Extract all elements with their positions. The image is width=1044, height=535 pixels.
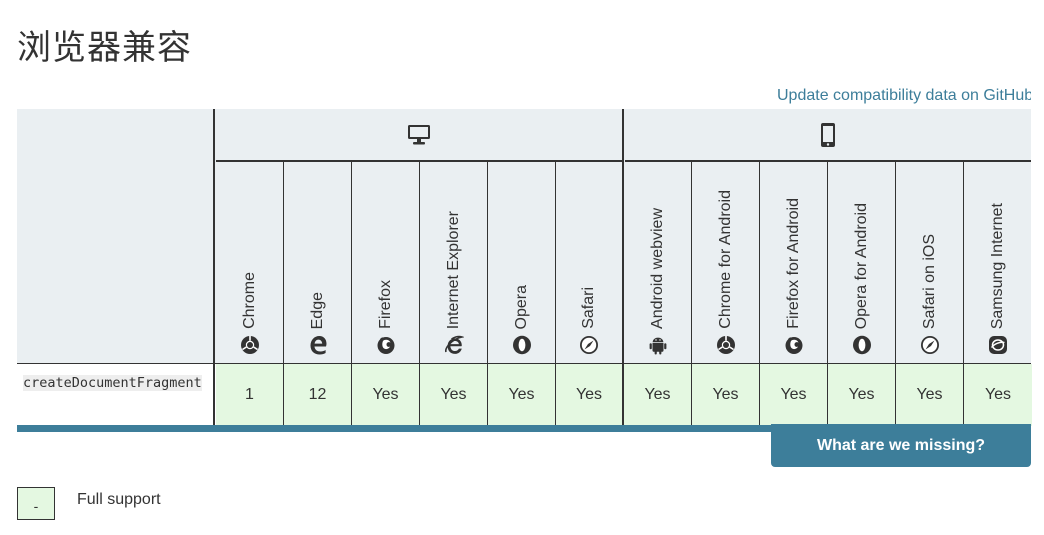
- browser-header-opera: Opera: [488, 162, 556, 363]
- browser-header-samsung-internet: Samsung Internet: [964, 162, 1032, 363]
- firefox-icon: [785, 337, 802, 354]
- browser-name: Opera for Android: [852, 202, 870, 329]
- browser-header-opera-for-android: Opera for Android: [828, 162, 896, 363]
- browser-header-android-webview: Android webview: [624, 162, 692, 363]
- browser-name-wrap: Firefox for Android: [760, 198, 827, 329]
- browser-header-safari: Safari: [556, 162, 624, 363]
- browser-name: Safari: [580, 287, 597, 329]
- table-header: [17, 109, 1031, 363]
- page-title: 浏览器兼容: [17, 28, 192, 68]
- browser-name: Samsung Internet: [989, 202, 1006, 329]
- browser-name: Safari on iOS: [920, 233, 938, 329]
- ie-icon: [444, 335, 464, 354]
- browser-name-wrap: Chrome for Android: [692, 190, 759, 329]
- browser-header-safari-on-ios: Safari on iOS: [896, 162, 964, 363]
- legend-symbol: -: [33, 498, 39, 514]
- opera-icon: [852, 335, 871, 355]
- legend-full-support-label: Full support: [77, 491, 161, 508]
- browser-name-wrap: Android webview: [624, 208, 691, 329]
- browser-name-wrap: Safari on iOS: [896, 234, 963, 329]
- opera-icon: [512, 335, 531, 355]
- browser-header-chrome-for-android: Chrome for Android: [692, 162, 760, 363]
- support-cell-chrome-for-android[interactable]: Yes: [692, 364, 760, 426]
- support-cell-android-webview[interactable]: Yes: [624, 364, 692, 426]
- support-cell-samsung-internet[interactable]: Yes: [964, 364, 1032, 426]
- browser-name-wrap: Internet Explorer: [420, 211, 487, 329]
- update-compat-link[interactable]: Update compatibility data on GitHub: [777, 87, 1031, 104]
- desktop-icon: [408, 124, 430, 144]
- browser-name-wrap: Edge: [284, 292, 351, 329]
- browser-header-firefox: Firefox: [352, 162, 420, 363]
- mobile-icon: [821, 122, 835, 147]
- support-cell-opera-for-android[interactable]: Yes: [828, 364, 896, 426]
- samsung-icon: [989, 336, 1007, 354]
- browser-name: Chrome for Android: [716, 190, 734, 329]
- feature-name: createDocumentFragment: [23, 375, 202, 391]
- support-cell-edge[interactable]: 12: [284, 364, 352, 426]
- browser-name-wrap: Opera: [488, 285, 555, 329]
- browser-name: Edge: [308, 291, 326, 329]
- support-cell-firefox-for-android[interactable]: Yes: [760, 364, 828, 426]
- browser-name-wrap: Firefox: [352, 280, 419, 329]
- compat-table: Chrome Edge Firefox Internet Explorer Opera S…: [17, 109, 1032, 432]
- browser-name-wrap: Safari: [556, 287, 622, 329]
- platform-desktop: [216, 109, 624, 162]
- browser-header-firefox-for-android: Firefox for Android: [760, 162, 828, 363]
- support-cell-opera[interactable]: Yes: [488, 364, 556, 426]
- firefox-icon: [377, 337, 394, 354]
- browser-name: Android webview: [648, 208, 666, 329]
- support-cell-safari-on-ios[interactable]: Yes: [896, 364, 964, 426]
- android-icon: [649, 337, 666, 355]
- table-bottom-bar: [17, 425, 1031, 432]
- what-are-we-missing-button[interactable]: What are we missing?: [771, 424, 1031, 467]
- support-cell-chrome[interactable]: 1: [216, 364, 284, 426]
- browser-name: Chrome: [240, 272, 258, 329]
- browser-name-wrap: Opera for Android: [828, 203, 895, 329]
- browser-name-wrap: Samsung Internet: [964, 203, 1032, 329]
- browser-name: Firefox: [376, 280, 394, 329]
- safari-icon: [580, 336, 598, 354]
- safari-icon: [920, 336, 939, 354]
- browser-name: Internet Explorer: [444, 210, 462, 329]
- support-cell-safari[interactable]: Yes: [556, 364, 624, 426]
- header-corner: [17, 109, 215, 363]
- feature-name-cell: createDocumentFragment: [17, 364, 215, 426]
- support-cell-firefox[interactable]: Yes: [352, 364, 420, 426]
- browser-header-internet-explorer: Internet Explorer: [420, 162, 488, 363]
- browser-header-chrome: Chrome: [216, 162, 284, 363]
- table-row: createDocumentFragment 1 12 Yes Yes Yes Yes Ye…: [17, 363, 1032, 426]
- browser-name-wrap: Chrome: [216, 272, 283, 329]
- edge-icon: [310, 336, 326, 355]
- browser-header-edge: Edge: [284, 162, 352, 363]
- legend-full-support-swatch: -: [17, 487, 55, 520]
- chrome-icon: [240, 336, 259, 354]
- browser-name: Firefox for Android: [784, 198, 802, 329]
- chrome-icon: [716, 336, 735, 354]
- support-cell-internet-explorer[interactable]: Yes: [420, 364, 488, 426]
- browser-name: Opera: [512, 284, 530, 329]
- platform-mobile: [625, 109, 1031, 162]
